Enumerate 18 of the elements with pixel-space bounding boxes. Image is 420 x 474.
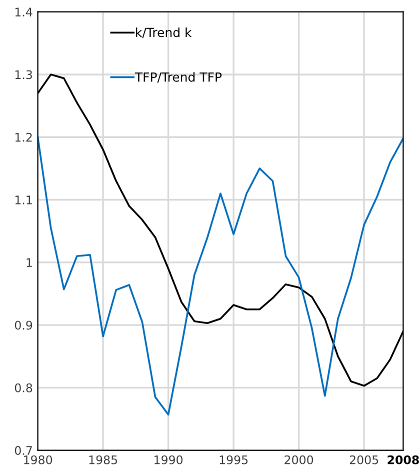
x-tick-label: 1985 [89,455,118,464]
y-tick-label: 0.9 [14,320,32,330]
x-tick-label: 1980 [24,455,52,464]
line-series [38,136,404,416]
y-tick-label: 1.1 [15,196,32,204]
y-tick-label: 1.4 [15,8,32,16]
legend-label: TFP/Trend TFP [134,72,222,83]
x-tick-label: 2005 [350,455,378,464]
y-tick-label: 0.7 [14,446,32,455]
y-tick-label: 1 [26,258,32,267]
y-tick-label: 1.2 [15,132,32,142]
legend-label: k/Trend k [136,27,192,38]
y-tick-label: 1.3 [15,70,32,80]
x-tick-label: 1990 [154,455,183,464]
x-tick-label: 2000 [284,455,314,464]
x-tick-label: 2008 [388,455,419,464]
y-tick-label: 0.8 [14,383,32,392]
x-tick-label: 1995 [220,455,248,464]
